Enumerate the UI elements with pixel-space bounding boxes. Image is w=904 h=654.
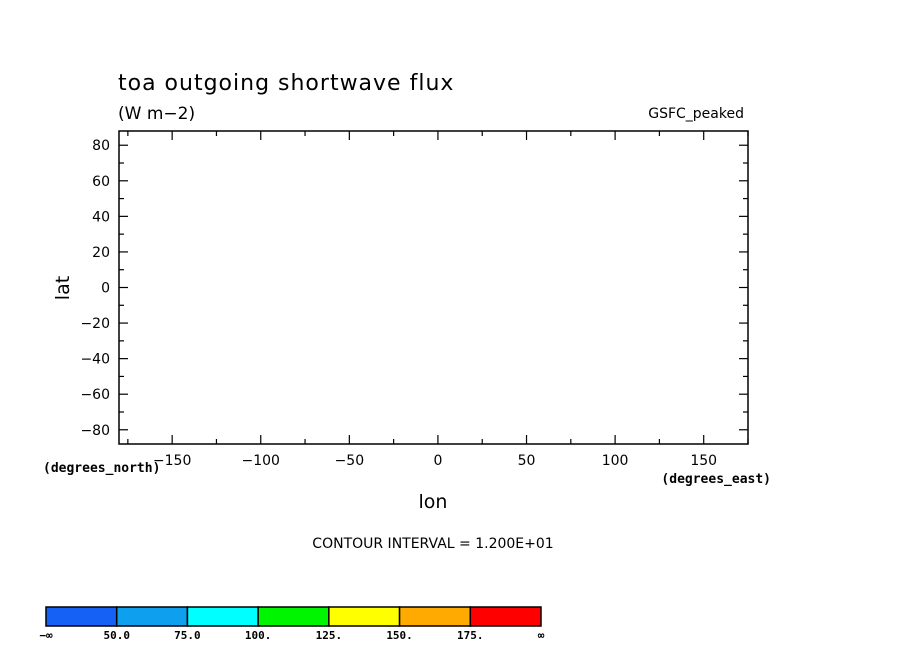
x-tick-label: 150 xyxy=(690,453,717,469)
chart-units: (W m−2) xyxy=(118,104,195,124)
model-name: GSFC_peaked xyxy=(648,106,744,122)
y-tick-label: 40 xyxy=(92,209,110,225)
x-tick-label: −50 xyxy=(335,453,365,469)
plot-frame xyxy=(118,130,749,445)
y-tick-label: 80 xyxy=(92,138,110,154)
x-tick-label: −150 xyxy=(153,453,191,469)
y-tick-label: −40 xyxy=(80,352,110,368)
x-axis-label: lon xyxy=(419,491,448,513)
x-tick-label: 0 xyxy=(433,453,442,469)
y-tick-label: −80 xyxy=(80,423,110,439)
colorbar-swatch xyxy=(257,606,330,627)
colorbar-label: 175. xyxy=(457,629,484,642)
x-tick-label: 50 xyxy=(518,453,536,469)
y-axis-label: lat xyxy=(52,276,74,300)
y-tick-label: 60 xyxy=(92,174,110,190)
colorbar-labels: −∞ 50.0 75.0 100. 125. 150. 175. ∞ xyxy=(39,629,544,642)
colorbar-label: 75.0 xyxy=(174,629,201,642)
y-tick-label: −20 xyxy=(80,316,110,332)
colorbar-label: −∞ xyxy=(39,629,53,642)
colorbar-swatch xyxy=(115,606,189,627)
colorbar-label: 50.0 xyxy=(103,629,130,642)
y-axis-units: (degrees_north) xyxy=(43,461,160,476)
axis-ticks xyxy=(119,131,749,444)
colorbar-label: 125. xyxy=(316,629,343,642)
x-tick-label: −100 xyxy=(242,453,280,469)
colorbar-swatch xyxy=(328,606,401,627)
colorbar-label: 100. xyxy=(245,629,272,642)
y-tick-labels: 80 60 40 20 0 −20 −40 −60 −80 xyxy=(80,138,110,439)
x-tick-labels: −150 −100 −50 0 50 100 150 xyxy=(153,453,717,469)
y-tick-label: 20 xyxy=(92,245,110,261)
contour-interval: CONTOUR INTERVAL = 1.200E+01 xyxy=(312,536,553,552)
colorbar-label: ∞ xyxy=(538,629,545,642)
colorbar-swatch xyxy=(398,606,472,627)
y-tick-label: −60 xyxy=(80,387,110,403)
colorbar xyxy=(45,606,542,627)
colorbar-swatch xyxy=(469,606,542,627)
colorbar-swatch xyxy=(45,606,118,627)
x-axis-units: (degrees_east) xyxy=(661,472,771,487)
y-tick-label: 0 xyxy=(101,281,110,297)
colorbar-label: 150. xyxy=(386,629,413,642)
chart-title: toa outgoing shortwave flux xyxy=(118,71,454,96)
colorbar-swatch xyxy=(186,606,259,627)
x-tick-label: 100 xyxy=(602,453,629,469)
